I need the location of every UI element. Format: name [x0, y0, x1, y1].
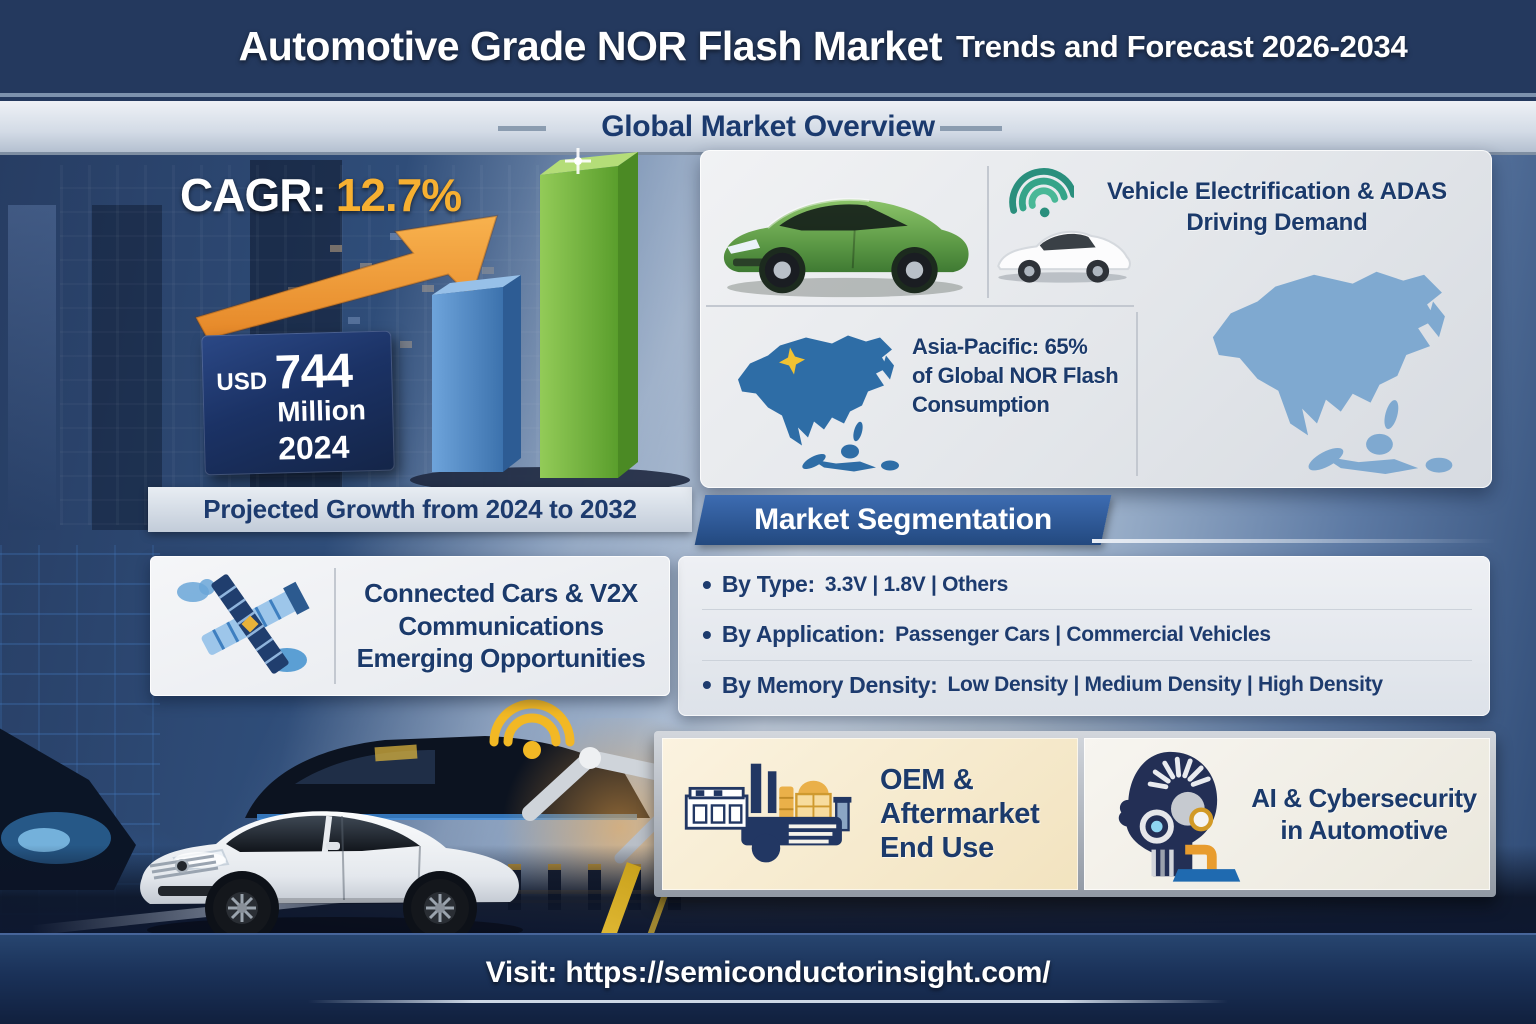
cagr-label: CAGR:: [180, 169, 327, 221]
segment-value: 3.3V | 1.8V | Others: [824, 572, 1009, 596]
header: Automotive Grade NOR Flash Market Trends…: [0, 0, 1536, 97]
segment-label: By Type:: [721, 571, 815, 598]
white-car-icon: [997, 230, 1131, 283]
section-band: Global Market Overview: [0, 101, 1536, 155]
segment-label: By Application:: [721, 621, 886, 648]
end-use-panel: OEM & Aftermarket End Use: [662, 738, 1078, 890]
banner-highlight-line: [1092, 539, 1496, 543]
building-silhouette: [8, 205, 56, 530]
footer-bar: Visit: https://semiconductorinsight.com/: [0, 933, 1536, 1024]
market-value-year: 2024: [277, 428, 350, 467]
white-sedan-image: [140, 811, 523, 945]
building-silhouette: [92, 205, 162, 530]
visit-label: Visit:: [485, 956, 558, 989]
segment-label: By Memory Density:: [721, 671, 938, 698]
green-car-image: [723, 197, 969, 298]
market-value-amount: 744: [274, 344, 353, 400]
opportunity-panel: Connected Cars & V2X Communications Emer…: [150, 556, 670, 696]
bullet: •: [702, 618, 712, 650]
panel-divider: [334, 568, 336, 684]
adas-highlight-text: Vehicle Electrification & ADAS Driving D…: [1107, 178, 1447, 237]
segmentation-row: • By Memory Density: Low Density | Mediu…: [702, 661, 1472, 710]
market-overview-panel: Vehicle Electrification & ADAS Driving D…: [700, 150, 1492, 488]
divider-dash: [498, 126, 546, 131]
segment-value: Low Density | Medium Density | High Dens…: [947, 673, 1384, 697]
market-value-unit: Million: [276, 394, 367, 428]
asia-map-large: [1212, 271, 1453, 475]
currency-label: USD: [216, 367, 268, 397]
ai-text: AI & Cybersecurity in Automotive: [1251, 782, 1477, 846]
panel-divider: [987, 166, 989, 298]
segment-value: Passenger Cars | Commercial Vehicles: [895, 622, 1271, 646]
page-subtitle: Trends and Forecast 2026-2034: [956, 28, 1408, 64]
signal-icon: [1009, 168, 1074, 218]
website-link[interactable]: https://semiconductorinsight.com/: [565, 956, 1051, 989]
growth-arrow-icon: [194, 214, 499, 340]
panel-divider: [1136, 312, 1138, 476]
factory-icon: [684, 763, 852, 863]
apac-highlight-text: Asia-Pacific: 65% of Global NOR Flash Co…: [912, 334, 1119, 418]
cagr-value: 12.7%: [335, 169, 462, 221]
divider-dash: [940, 126, 1002, 131]
cagr-stat: CAGR: 12.7%: [180, 168, 462, 222]
footer-underline: [308, 1000, 1228, 1003]
segmentation-row: • By Type: 3.3V | 1.8V | Others: [702, 560, 1472, 611]
panel-divider: [706, 305, 1134, 307]
bullet: •: [702, 568, 712, 600]
projection-band: Projected Growth from 2024 to 2032: [148, 487, 692, 532]
ai-head-icon: [1118, 751, 1241, 882]
ai-panel: AI & Cybersecurity in Automotive: [1084, 738, 1490, 890]
segmentation-banner: Market Segmentation: [694, 495, 1112, 545]
bullet: •: [702, 669, 712, 701]
lit-windows: [330, 245, 342, 252]
projection-text: Projected Growth from 2024 to 2032: [203, 494, 637, 524]
bar-2024: [432, 275, 521, 472]
page-title: Automotive Grade NOR Flash Market: [238, 23, 943, 69]
satellite-icon: [177, 574, 310, 674]
map-marker-icon: [779, 347, 805, 375]
segmentation-panel: • By Type: 3.3V | 1.8V | Others • By App…: [678, 556, 1490, 716]
asia-map-small: [738, 335, 899, 472]
segmentation-title: Market Segmentation: [754, 503, 1052, 536]
end-use-text: OEM & Aftermarket End Use: [880, 763, 1040, 865]
opportunity-text: Connected Cars & V2X Communications Emer…: [356, 578, 646, 674]
bar-2032: [540, 148, 638, 478]
section-title: Global Market Overview: [601, 109, 935, 143]
segmentation-row: • By Application: Passenger Cars | Comme…: [702, 610, 1472, 661]
market-value-box: USD 744 Million 2024: [201, 330, 395, 476]
growth-bar-chart: [410, 148, 690, 493]
